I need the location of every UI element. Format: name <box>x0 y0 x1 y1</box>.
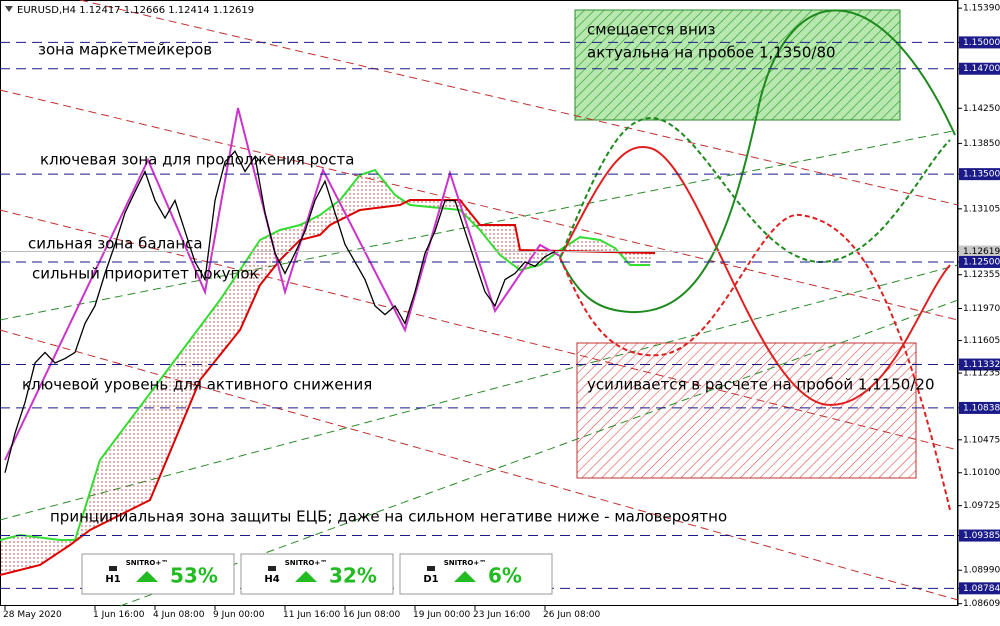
y-tick-label: 1.15000 <box>963 38 1000 48</box>
x-axis: 28 May 2020 1 Jun 16:00 4 Jun 08:00 9 Jun 0… <box>3 606 600 620</box>
channel-line <box>0 264 959 521</box>
x-tick-label: 23 Jun 16:00 <box>473 610 530 620</box>
y-tick-highlight <box>959 255 1000 268</box>
panel-value: 6% <box>488 564 522 588</box>
y-tick-label: 1.12355 <box>963 270 1000 280</box>
x-tick-label: 16 Jun 08:00 <box>343 610 400 620</box>
price-axis <box>958 0 1000 626</box>
decorations <box>0 0 959 607</box>
panel-box <box>81 553 235 595</box>
panel-box <box>240 553 394 595</box>
x-tick-label: 9 Jun 00:00 <box>213 610 265 620</box>
annotations: зона маркетмейкеров ключевая зона для про… <box>22 21 934 526</box>
y-tick-highlight <box>959 582 1000 595</box>
y-tick-label: 1.08990 <box>963 566 1000 576</box>
annotation: смещается вниз <box>587 21 716 39</box>
y-tick-label: 1.12500 <box>963 257 1000 267</box>
x-tick-label: 4 Jun 08:00 <box>153 610 205 620</box>
y-tick-highlight <box>959 245 1000 258</box>
y-tick-highlight <box>959 401 1000 414</box>
y-tick-label: 1.08609 <box>963 599 1000 609</box>
annotation: сильный приоритет покупок <box>32 265 259 283</box>
forecast-up <box>559 9 956 314</box>
forecast-up-alt <box>559 116 951 264</box>
title-icon <box>5 6 13 12</box>
y-tick-label: 1.12619 <box>963 247 1000 257</box>
y-tick-highlight <box>959 529 1000 542</box>
panel-value: 53% <box>170 564 218 588</box>
y-tick-label: 1.10838 <box>963 403 1000 413</box>
annotation: принципиальная зона защиты ЕЦБ; даже на … <box>50 508 727 526</box>
annotation: ключевой уровень для активного снижения <box>22 376 372 394</box>
annotation: сильная зона баланса <box>28 235 203 253</box>
panel-box <box>399 553 553 595</box>
panel-timeframe: H1 <box>105 574 120 585</box>
price-line <box>4 150 556 473</box>
y-tick-highlight <box>959 358 1000 371</box>
y-tick-label: 1.11332 <box>963 360 1000 370</box>
x-tick-label: 28 May 2020 <box>3 610 62 620</box>
x-tick-label: 11 Jun 16:00 <box>283 610 340 620</box>
panel-timeframe: H4 <box>264 574 279 585</box>
y-tick-highlight <box>959 168 1000 181</box>
panel-arrow <box>136 571 158 582</box>
panel-arrow <box>454 571 476 582</box>
y-tick-highlight <box>959 62 1000 75</box>
y-tick-label: 1.09725 <box>963 501 1000 511</box>
y-tick-label: 1.13105 <box>963 204 1000 214</box>
channel-line <box>79 0 959 206</box>
sell-zone <box>576 342 917 479</box>
panel-icon <box>427 566 435 571</box>
series <box>4 150 556 473</box>
y-tick-label: 1.13850 <box>963 139 1000 149</box>
x-tick-label: 19 Jun 00:00 <box>413 610 470 620</box>
annotation: ключевая зона для продолжения роста <box>40 151 354 169</box>
y-tick-label: 1.08784 <box>963 584 1000 594</box>
y-tick-label: 1.14250 <box>963 104 1000 114</box>
forecast-down <box>559 146 951 407</box>
x-tick-label: 1 Jun 16:00 <box>93 610 145 620</box>
chart-title: EURUSD,H4 1.12417 1.12666 1.12414 1.1261… <box>17 5 254 16</box>
y-tick-label: 1.10475 <box>963 435 1000 445</box>
y-tick-label: 1.11970 <box>963 304 1000 314</box>
panel-timeframe: D1 <box>423 574 438 585</box>
annotation: усиливается в расчете на пробой 1,1150/2… <box>587 376 934 394</box>
annotation: актуальна на пробое 1,1350/80 <box>587 44 836 62</box>
panel-brand: SNITRO+™ <box>444 559 487 567</box>
x-tick-label: 26 Jun 08:00 <box>543 610 600 620</box>
y-tick-label: 1.11235 <box>963 369 1000 379</box>
forecast-down-alt <box>559 213 951 511</box>
panel-icon <box>268 566 276 571</box>
channel-line <box>0 89 959 321</box>
channel-line <box>0 329 959 601</box>
panel-brand: SNITRO+™ <box>285 559 328 567</box>
y-tick-label: 1.15390 <box>963 4 1000 14</box>
panel-value: 32% <box>329 564 377 588</box>
annotation: зона маркетмейкеров <box>38 41 212 59</box>
cloud-span-b <box>0 199 656 576</box>
y-tick-label: 1.11605 <box>963 336 1000 346</box>
panel-brand: SNITRO+™ <box>126 559 169 567</box>
buy-zone <box>574 9 901 121</box>
y-tick-highlight <box>959 36 1000 49</box>
channel-line <box>0 209 959 451</box>
y-tick-label: 1.10100 <box>963 468 1000 478</box>
y-tick-label: 1.14700 <box>963 64 1000 74</box>
zigzag <box>4 107 561 461</box>
y-axis: 1.15390 1.15000 1.14700 1.14250 1.13850 1.135… <box>958 4 1000 609</box>
signal-panel: D1 SNITRO+™6% <box>399 553 553 595</box>
panel-arrow <box>295 571 317 582</box>
y-tick-label: 1.09385 <box>963 531 1000 541</box>
y-tick-label: 1.13500 <box>963 170 1000 180</box>
panel-icon <box>109 566 117 571</box>
levels <box>0 41 958 589</box>
